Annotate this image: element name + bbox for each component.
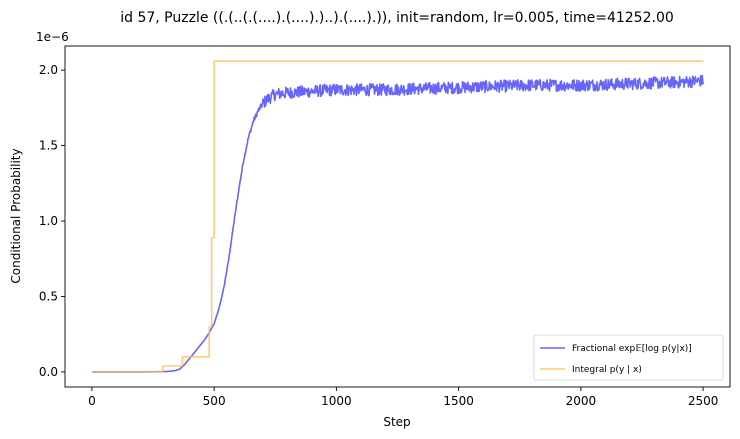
y-tick-label: 1.5 (39, 139, 58, 153)
chart-title: id 57, Puzzle ((.(..(.(....).(....).)..)… (120, 10, 674, 26)
legend: Fractional exp𝔼[log p(y|x)] Integral p(y… (533, 334, 724, 381)
y-axis: 0.0 0.5 1.0 1.5 2.0 (39, 63, 65, 379)
legend-label-fractional: Fractional exp𝔼[log p(y|x)] (572, 344, 692, 354)
y-tick-label: 0.0 (39, 365, 58, 379)
y-axis-label: Conditional Probability (9, 148, 23, 283)
x-tick-label: 1500 (443, 394, 474, 408)
plot-frame (64, 45, 731, 388)
x-tick-label: 500 (203, 394, 226, 408)
y-tick-label: 2.0 (39, 63, 58, 77)
legend-box (533, 334, 724, 381)
x-axis: 0 500 1000 1500 2000 2500 (88, 387, 718, 408)
x-tick-label: 2000 (566, 394, 597, 408)
x-tick-label: 0 (88, 394, 96, 408)
y-offset-label: 1e−6 (36, 30, 69, 44)
x-tick-label: 2500 (688, 394, 719, 408)
plot-area (91, 60, 704, 373)
x-axis-label: Step (383, 415, 410, 429)
legend-label-integral: Integral p(y | x) (572, 365, 642, 375)
series-integral-line (91, 60, 704, 373)
series-fractional-line (91, 74, 704, 373)
y-tick-label: 0.5 (39, 289, 58, 303)
y-tick-label: 1.0 (39, 214, 58, 228)
x-tick-label: 1000 (321, 394, 352, 408)
